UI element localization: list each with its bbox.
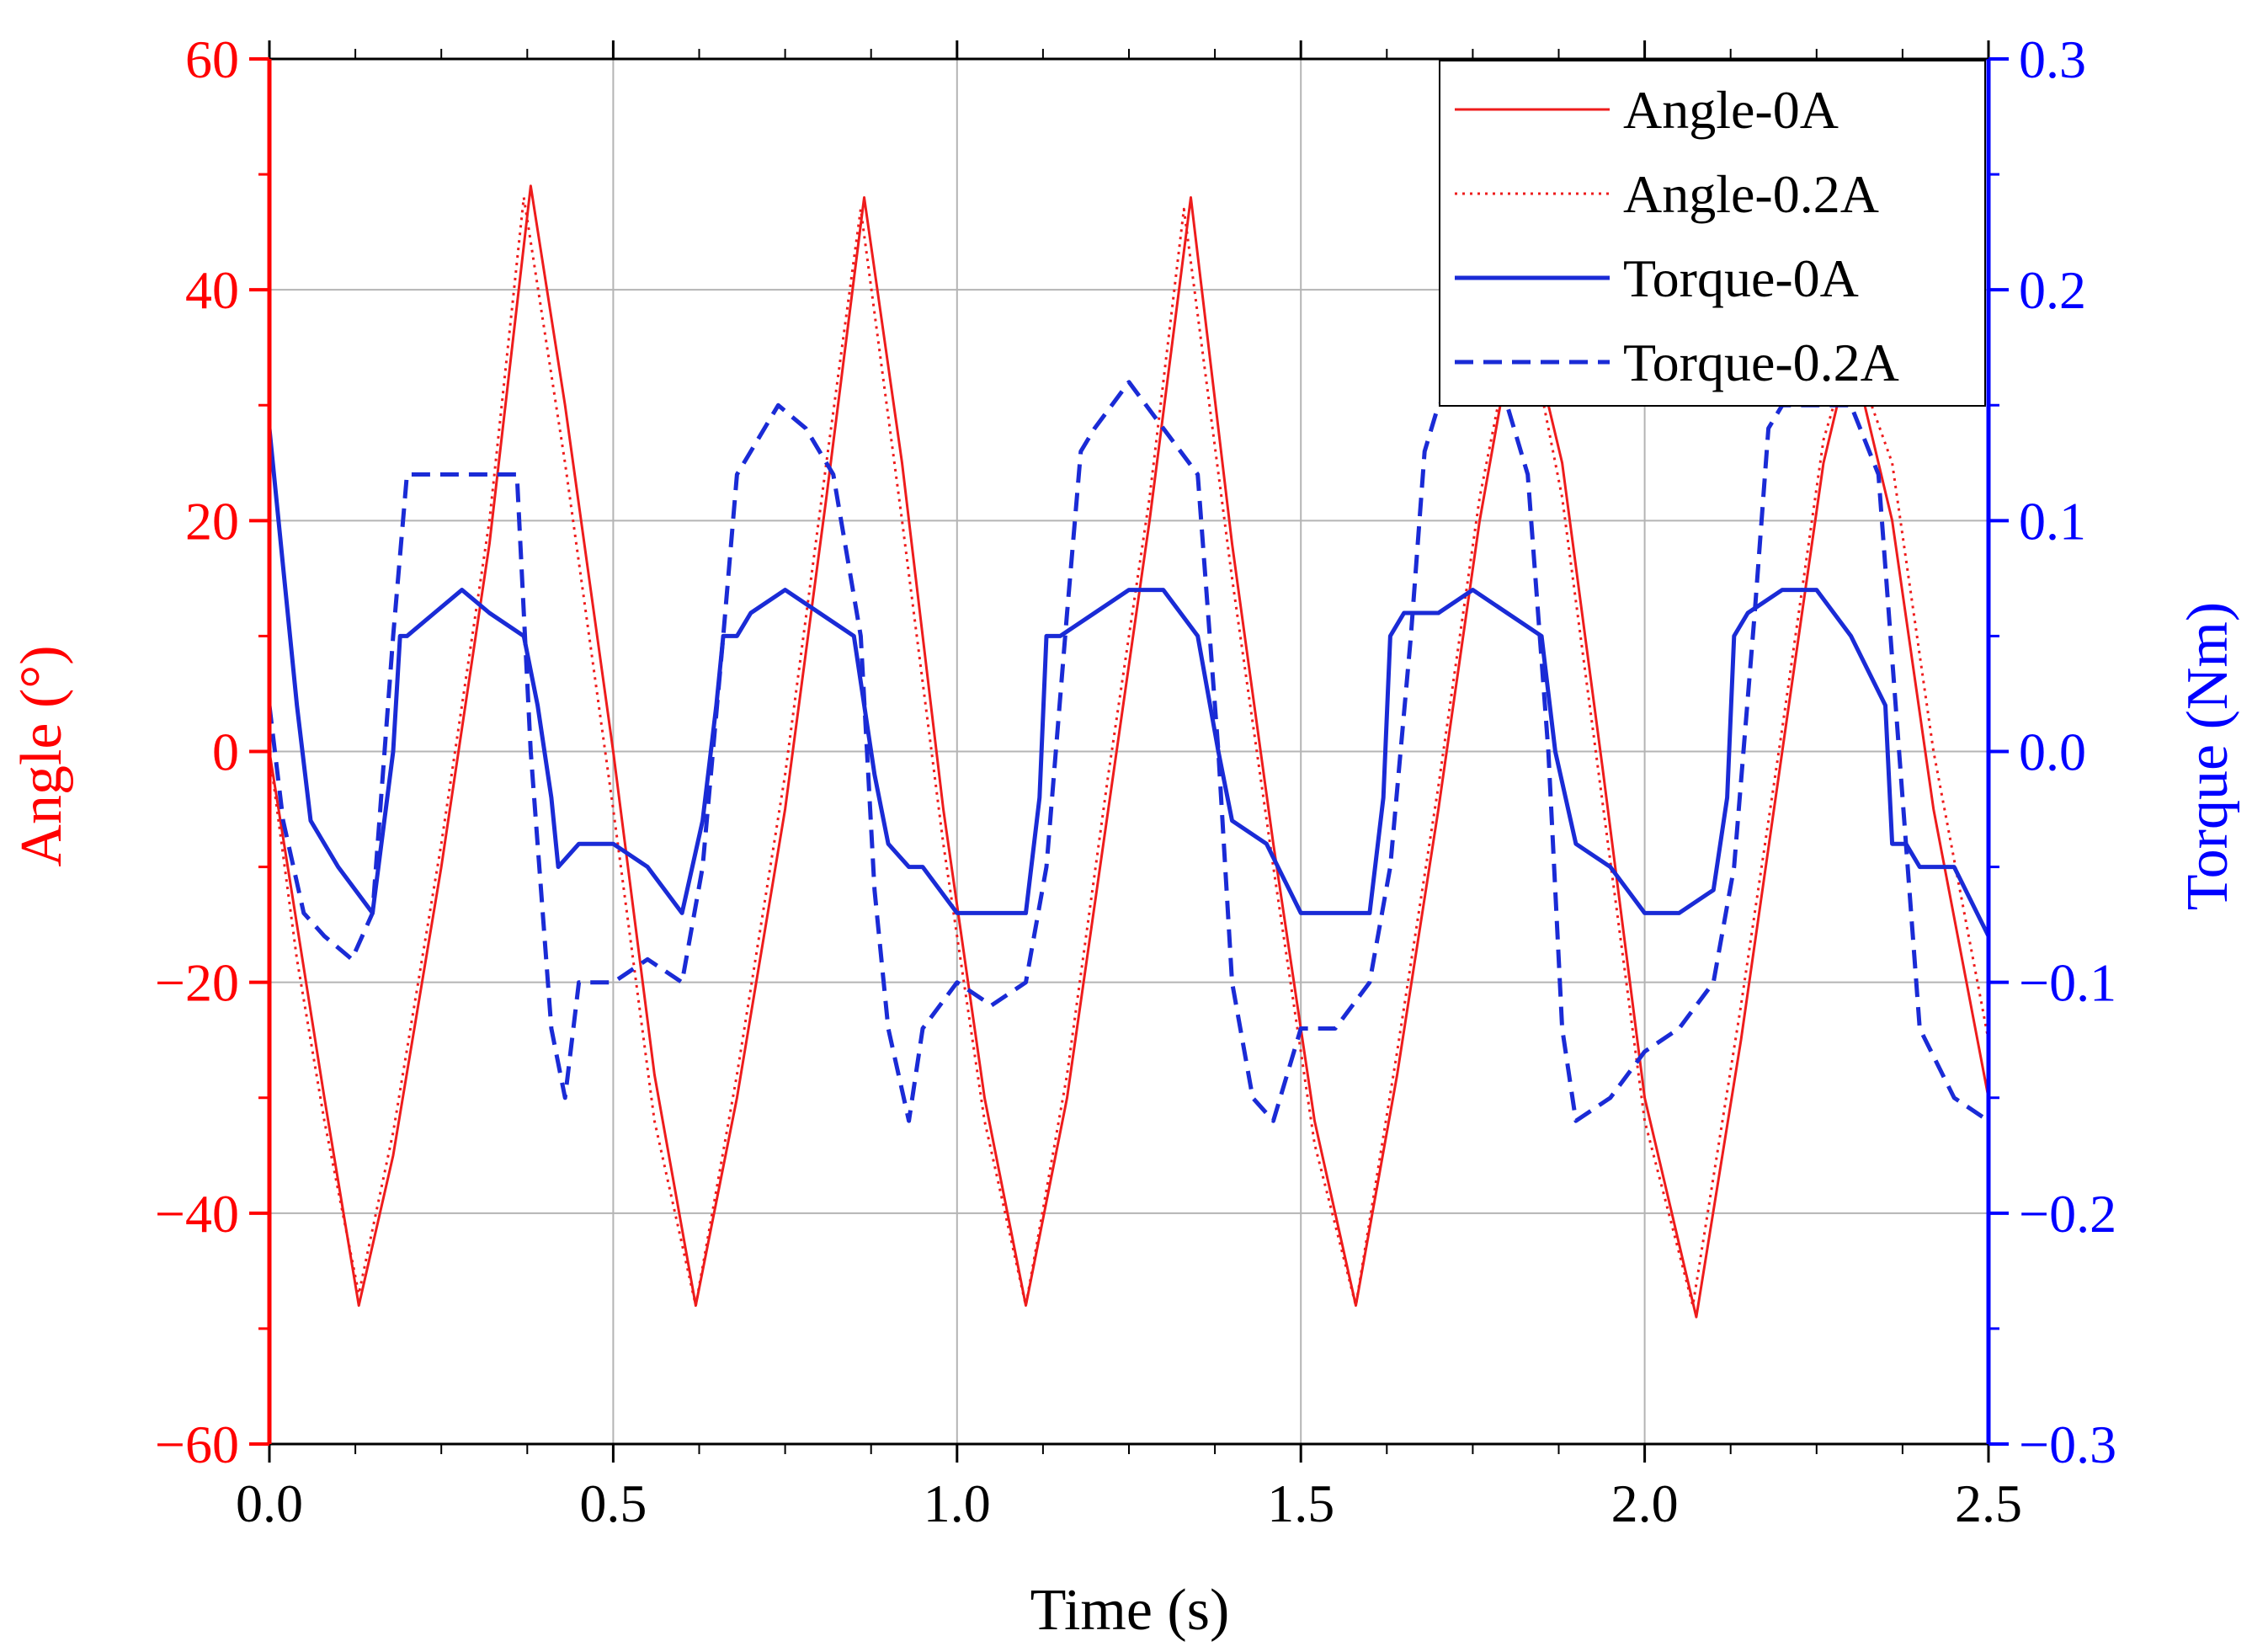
x-tick-label-4: 2.0 <box>1611 1473 1679 1533</box>
left-tick-label-2: 20 <box>185 491 239 551</box>
left-tick-label-4: −20 <box>155 953 239 1013</box>
left-tick-label-6: −60 <box>155 1415 239 1474</box>
grid <box>269 59 1988 1444</box>
right-axis-ticks: 0.3 0.2 0.1 0.0 −0.1 −0.2 −0.3 <box>1988 29 2116 1474</box>
legend-label-torque-0a: Torque-0A <box>1623 248 1859 308</box>
left-tick-label-3: 0 <box>212 722 239 782</box>
x-axis-title: Time (s) <box>1030 1578 1230 1643</box>
x-tick-label-0: 0.0 <box>236 1473 303 1533</box>
legend: Angle-0A Angle-0.2A Torque-0A Torque-0.2A <box>1439 60 1986 407</box>
right-tick-label-4: −0.1 <box>2019 953 2116 1013</box>
x-tick-label-1: 0.5 <box>579 1473 647 1533</box>
right-tick-label-0: 0.3 <box>2019 29 2086 89</box>
x-tick-label-2: 1.0 <box>924 1473 991 1533</box>
left-tick-label-1: 40 <box>185 260 239 320</box>
right-tick-label-6: −0.3 <box>2019 1415 2116 1474</box>
series-line-torque-0-2a <box>267 380 1990 1123</box>
plot-series <box>267 184 1991 1319</box>
left-tick-label-5: −40 <box>155 1184 239 1244</box>
legend-label-angle-0a: Angle-0A <box>1623 80 1839 140</box>
series-line-torque-0a <box>267 428 1991 937</box>
right-axis-title: Torque (Nm) <box>2175 602 2240 910</box>
x-axis-ticks: 0.0 0.5 1.0 1.5 2.0 2.5 <box>236 40 2022 1533</box>
legend-label-angle-0-2a: Angle-0.2A <box>1623 164 1879 224</box>
left-axis-ticks: 60 40 20 0 −20 −40 −60 <box>155 29 269 1474</box>
series-line-angle-0a <box>268 184 1990 1319</box>
right-tick-label-3: 0.0 <box>2019 722 2086 782</box>
right-tick-label-5: −0.2 <box>2019 1184 2116 1244</box>
left-axis-title: Angle (°) <box>9 645 74 866</box>
x-tick-label-5: 2.5 <box>1955 1473 2022 1533</box>
right-tick-label-1: 0.2 <box>2019 260 2086 320</box>
legend-box <box>1439 60 1986 407</box>
right-tick-label-2: 0.1 <box>2019 491 2086 551</box>
left-tick-label-0: 60 <box>185 29 239 89</box>
legend-label-torque-0-2a: Torque-0.2A <box>1623 333 1899 392</box>
x-tick-label-3: 1.5 <box>1267 1473 1334 1533</box>
